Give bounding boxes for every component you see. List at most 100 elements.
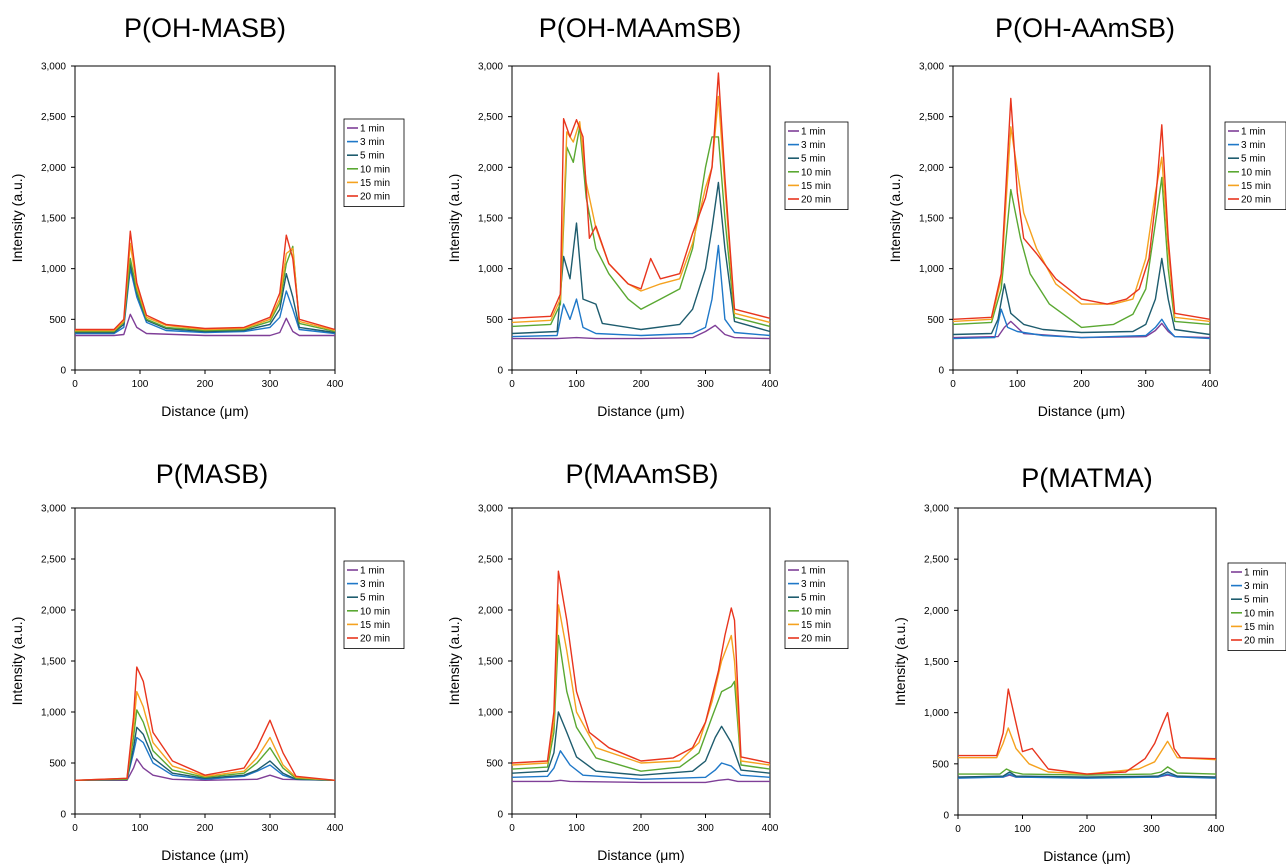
x-tick-label: 100 bbox=[132, 823, 149, 834]
y-tick-label: 500 bbox=[49, 315, 66, 326]
x-tick-label: 0 bbox=[955, 824, 961, 835]
chart-title: P(MASB) bbox=[156, 459, 269, 489]
series-line-10-min bbox=[958, 766, 1217, 776]
y-axis-label: Intensity (a.u.) bbox=[446, 174, 462, 263]
y-axis-label: Intensity (a.u.) bbox=[9, 174, 25, 263]
legend-label: 3 min bbox=[360, 137, 384, 148]
x-tick-label: 200 bbox=[1073, 379, 1090, 390]
x-tick-label: 200 bbox=[197, 823, 214, 834]
series-line-15-min bbox=[74, 690, 336, 781]
x-tick-label: 100 bbox=[568, 379, 585, 390]
y-tick-label: 1,000 bbox=[478, 264, 503, 275]
plot-area bbox=[74, 507, 336, 815]
y-tick-label: 2,000 bbox=[41, 163, 66, 174]
y-axis-label: Intensity (a.u.) bbox=[887, 174, 903, 263]
legend: 1 min 3 min 5 min 10 min 15 min 20 min bbox=[343, 118, 405, 207]
plot-area bbox=[957, 507, 1217, 816]
x-tick-label: 200 bbox=[197, 379, 214, 390]
series-line-5-min bbox=[511, 711, 771, 776]
legend-label: 20 min bbox=[801, 634, 831, 645]
legend-label: 10 min bbox=[801, 167, 831, 178]
legend-label: 5 min bbox=[360, 593, 384, 604]
y-tick-label: 1,000 bbox=[924, 708, 949, 719]
y-tick-label: 2,500 bbox=[478, 112, 503, 123]
y-tick-label: 1,000 bbox=[478, 708, 503, 719]
y-tick-label: 0 bbox=[60, 810, 66, 821]
y-tick-label: 1,500 bbox=[41, 214, 66, 225]
series-line-10-min bbox=[511, 634, 771, 772]
legend: 1 min 3 min 5 min 10 min 15 min 20 min bbox=[784, 560, 849, 649]
y-tick-label: 500 bbox=[49, 759, 66, 770]
legend: 1 min 3 min 5 min 10 min 15 min 20 min bbox=[343, 560, 405, 649]
series-line-15-min bbox=[952, 126, 1211, 323]
legend-label: 20 min bbox=[360, 192, 390, 203]
x-tick-label: 400 bbox=[1208, 824, 1225, 835]
y-tick-label: 500 bbox=[927, 315, 944, 326]
series-line-1-min bbox=[952, 320, 1211, 339]
y-tick-label: 3,000 bbox=[478, 504, 503, 515]
y-tick-label: 0 bbox=[943, 811, 949, 822]
series-line-3-min bbox=[952, 308, 1211, 340]
series-line-5-min bbox=[957, 771, 1217, 778]
x-tick-label: 0 bbox=[509, 823, 515, 834]
chart-title: P(OH-MASB) bbox=[124, 13, 286, 43]
y-tick-label: 1,000 bbox=[41, 708, 66, 719]
y-tick-label: 3,000 bbox=[478, 62, 503, 73]
y-tick-label: 500 bbox=[932, 759, 949, 770]
y-tick-label: 2,000 bbox=[478, 606, 503, 617]
legend-label: 10 min bbox=[801, 606, 831, 617]
y-tick-label: 1,500 bbox=[919, 214, 944, 225]
legend: 1 min 3 min 5 min 10 min 15 min 20 min bbox=[1227, 562, 1286, 651]
x-tick-label: 100 bbox=[1014, 824, 1031, 835]
series-line-3-min bbox=[74, 736, 336, 781]
x-tick-label: 100 bbox=[568, 823, 585, 834]
series-line-20-min bbox=[75, 230, 336, 331]
y-axis-label: Intensity (a.u.) bbox=[9, 617, 25, 706]
y-tick-label: 1,500 bbox=[41, 657, 66, 668]
legend-label: 15 min bbox=[801, 181, 831, 192]
series-line-1-min bbox=[512, 324, 771, 340]
series-line-20-min bbox=[511, 570, 771, 764]
y-tick-label: 0 bbox=[497, 366, 503, 377]
series-line-20-min bbox=[511, 72, 771, 319]
series-line-3-min bbox=[511, 244, 771, 338]
y-tick-label: 2,000 bbox=[919, 163, 944, 174]
series-line-20-min bbox=[958, 688, 1217, 775]
legend-box bbox=[1227, 562, 1286, 651]
plot-area bbox=[74, 65, 336, 371]
x-axis-label: Distance (μm) bbox=[1038, 403, 1125, 419]
x-axis-label: Distance (μm) bbox=[161, 847, 248, 863]
legend-box bbox=[1224, 121, 1286, 210]
legend-box bbox=[784, 121, 849, 210]
x-tick-label: 200 bbox=[633, 823, 650, 834]
chart-panel-1: P(OH-MASB) 0 100 200 300 400 0 500 1,000 1,500 2,0… bbox=[9, 13, 405, 419]
x-tick-label: 0 bbox=[950, 379, 956, 390]
series-line-3-min bbox=[511, 750, 771, 780]
y-tick-label: 2,000 bbox=[478, 163, 503, 174]
legend-label: 1 min bbox=[360, 566, 384, 577]
y-tick-label: 2,500 bbox=[41, 555, 66, 566]
legend-label: 20 min bbox=[801, 195, 831, 206]
series-line-1-min bbox=[512, 778, 770, 784]
chart-panel-3: P(OH-AAmSB) 0 100 200 300 400 0 500 1,000 1,500 2,… bbox=[887, 13, 1286, 419]
x-axis-label: Distance (μm) bbox=[1043, 848, 1130, 864]
legend-label: 5 min bbox=[801, 593, 825, 604]
legend-label: 1 min bbox=[1241, 127, 1265, 138]
series-line-5-min bbox=[74, 726, 336, 781]
x-tick-label: 300 bbox=[697, 823, 714, 834]
legend-box bbox=[343, 560, 405, 649]
x-tick-label: 300 bbox=[262, 823, 279, 834]
y-axis-label: Intensity (a.u.) bbox=[892, 617, 908, 706]
legend-label: 3 min bbox=[360, 579, 384, 590]
legend-label: 20 min bbox=[360, 634, 390, 645]
y-tick-label: 1,500 bbox=[924, 657, 949, 668]
x-tick-label: 400 bbox=[327, 379, 344, 390]
legend-label: 5 min bbox=[801, 154, 825, 165]
legend-label: 15 min bbox=[801, 620, 831, 631]
legend-label: 5 min bbox=[1241, 154, 1265, 165]
legend-label: 1 min bbox=[801, 127, 825, 138]
x-axis-label: Distance (μm) bbox=[597, 847, 684, 863]
series-line-5-min bbox=[952, 257, 1211, 336]
chart-panel-6: P(MATMA) 0 100 200 300 400 0 500 1,000 1,500 2,000… bbox=[892, 463, 1286, 864]
